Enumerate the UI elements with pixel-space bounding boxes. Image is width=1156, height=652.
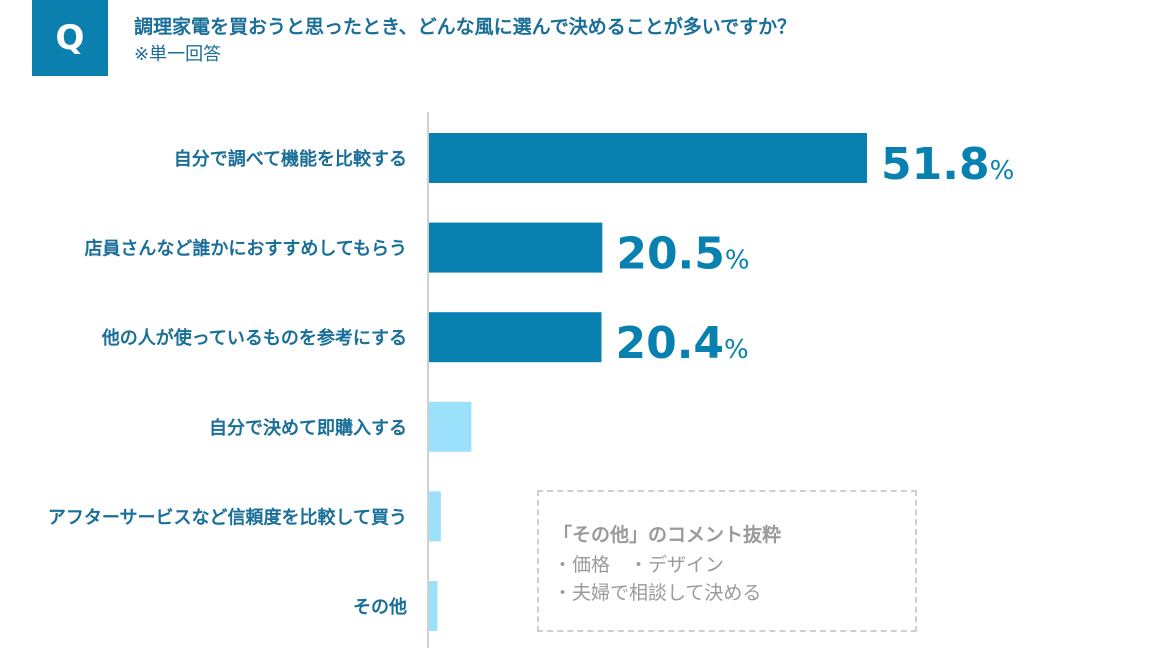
comment-line-1: ・価格 ・デザイン: [553, 554, 725, 576]
bar: [429, 312, 602, 363]
value-label: 20.4%: [615, 318, 748, 369]
category-label: その他: [353, 596, 407, 618]
comment-box-title: 「その他」のコメント抜粋: [553, 524, 782, 546]
question-text: 調理家電を買おうと思ったとき、どんな風に選んで決めることが多いですか？: [134, 16, 797, 38]
question-badge: Q: [32, 0, 108, 76]
bar: [429, 581, 438, 631]
bar: [429, 222, 603, 273]
answer-type-note: ※単一回答: [134, 44, 222, 65]
other-comments-box: 「その他」のコメント抜粋 ・価格 ・デザイン ・夫婦で相談して決める: [537, 490, 917, 632]
value-label: 20.5%: [616, 229, 749, 280]
category-label: 店員さんなど誰かにおすすめしてもらう: [84, 238, 407, 260]
bar: [429, 133, 867, 183]
comment-line-2: ・夫婦で相談して決める: [553, 582, 762, 604]
category-label: 自分で調べて機能を比較する: [174, 148, 407, 170]
category-label: 自分で決めて即購入する: [209, 417, 407, 439]
category-label: アフターサービスなど信頼度を比較して買う: [48, 506, 407, 528]
bar: [429, 491, 441, 542]
category-label: 他の人が使っているものを参考にする: [101, 327, 407, 349]
value-label: 51.8%: [881, 139, 1014, 190]
bar: [429, 401, 472, 452]
